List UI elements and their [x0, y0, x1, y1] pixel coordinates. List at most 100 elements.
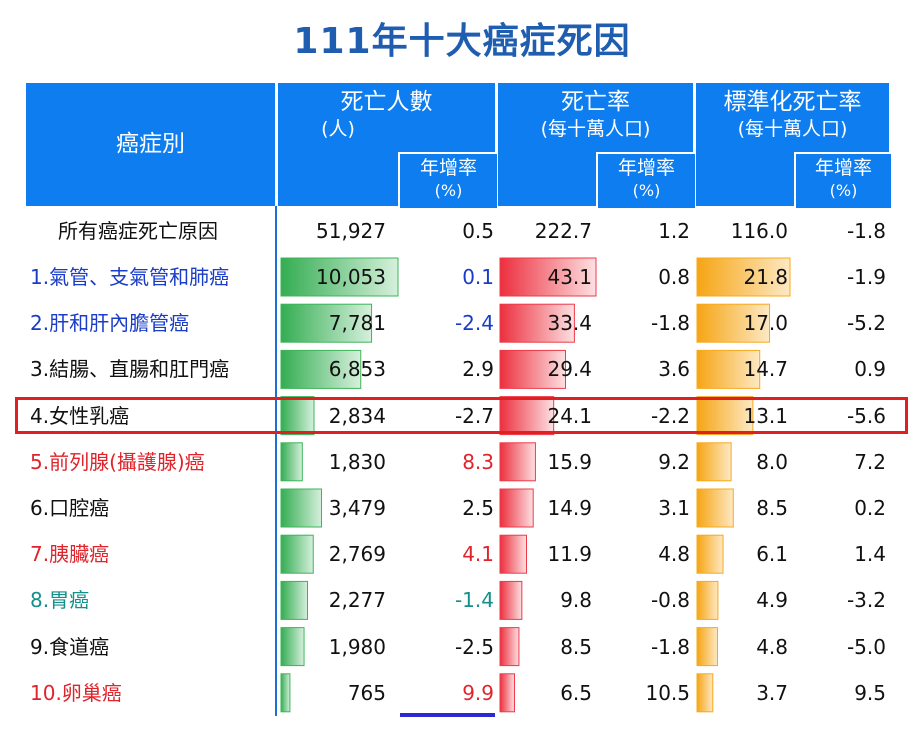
header-deaths-label: 死亡人數	[340, 89, 433, 115]
rate-bar	[499, 396, 555, 436]
row-rate-growth: -0.8	[650, 588, 690, 613]
deaths-bar	[280, 257, 399, 297]
deaths-bar	[280, 488, 322, 528]
deaths-bar	[280, 627, 305, 667]
header-std-rate-label: 標準化死亡率	[723, 89, 862, 115]
row-std-rate-growth: 9.5	[854, 680, 886, 705]
total-std-rate-growth: -1.8	[846, 219, 886, 243]
total-std-rate: 116.0	[730, 219, 788, 243]
deaths-bar	[280, 303, 373, 343]
row-std-rate-growth: -1.9	[846, 265, 886, 289]
row-rate-growth: 0.8	[658, 265, 690, 289]
rate-bar	[499, 488, 534, 528]
row-std-rate: 6.1	[756, 542, 788, 567]
header-rate-growth: 年增率 (%)	[596, 152, 695, 208]
row-deaths: 1,830	[328, 449, 386, 474]
row-name: 6.口腔癌	[30, 496, 110, 520]
row-rate-growth: -1.8	[650, 311, 690, 336]
header-std-rate-growth-label: 年增率	[814, 157, 872, 179]
rate-bar	[499, 534, 528, 574]
std-rate-bar	[696, 442, 732, 482]
row-rate-growth: 10.5	[645, 680, 690, 705]
header-deaths-growth: 年增率 (%)	[398, 152, 497, 208]
row-rate: 24.1	[547, 403, 592, 428]
total-deaths-growth: 0.5	[462, 219, 494, 243]
deaths-bar	[280, 442, 303, 482]
header-rate-growth-unit: (%)	[632, 181, 661, 200]
row-rate-growth: 4.8	[658, 542, 690, 567]
row-deaths-growth: -2.7	[454, 403, 494, 428]
row-deaths-growth: 9.9	[462, 680, 494, 705]
rate-bar	[499, 627, 520, 667]
row-deaths: 765	[347, 680, 386, 705]
std-rate-bar	[696, 257, 791, 297]
std-rate-bar	[696, 580, 719, 620]
std-rate-bar	[696, 627, 718, 667]
header-std-rate-unit: (每十萬人口)	[737, 118, 848, 140]
row-deaths: 10,053	[316, 265, 386, 289]
row-rate: 33.4	[547, 311, 592, 336]
row-std-rate-growth: 0.2	[854, 496, 886, 520]
row-deaths: 2,834	[328, 403, 386, 428]
row-deaths: 3,479	[328, 496, 386, 520]
row-rate: 43.1	[547, 265, 592, 289]
row-std-rate: 13.1	[743, 403, 788, 428]
row-deaths-growth: 2.9	[462, 357, 494, 382]
deaths-bar	[280, 673, 291, 713]
rate-bar	[499, 442, 536, 482]
header-category: 癌症別	[26, 83, 275, 206]
row-std-rate-growth: -3.2	[846, 588, 886, 613]
page-title: 111年十大癌症死因	[293, 21, 631, 62]
deaths-bar	[280, 580, 309, 620]
row-std-rate: 14.7	[743, 357, 788, 382]
row-name: 5.前列腺(攝護腺)癌	[30, 449, 205, 474]
row-name: 1.氣管、支氣管和肺癌	[30, 265, 230, 289]
row-std-rate: 8.0	[756, 449, 788, 474]
total-rate: 222.7	[534, 219, 592, 243]
row-std-rate-growth: 0.9	[854, 357, 886, 382]
row-deaths: 6,853	[328, 357, 386, 382]
rate-bar	[499, 673, 515, 713]
rate-bar	[499, 303, 575, 343]
std-rate-bar	[696, 488, 734, 528]
row-name: 3.結腸、直腸和肛門癌	[30, 357, 230, 382]
row-std-rate: 3.7	[756, 680, 788, 705]
row-rate: 15.9	[547, 449, 592, 474]
row-rate: 6.5	[560, 680, 592, 705]
row-deaths-growth: 4.1	[462, 542, 494, 567]
row-name: 2.肝和肝內膽管癌	[30, 311, 190, 336]
row-std-rate-growth: -5.0	[846, 634, 886, 659]
row-std-rate: 8.5	[756, 496, 788, 520]
std-rate-bar	[696, 303, 771, 343]
total-rate-growth: 1.2	[658, 219, 690, 243]
row-rate: 8.5	[560, 634, 592, 659]
table-divider	[275, 206, 277, 716]
row-deaths-growth: -1.4	[454, 588, 494, 613]
std-rate-bar	[696, 349, 761, 389]
header-deaths-growth-label: 年增率	[419, 157, 477, 179]
row-deaths-growth: -2.5	[454, 634, 494, 659]
rate-bar	[499, 257, 597, 297]
row-name: 7.胰臟癌	[30, 542, 110, 567]
row-name: 10.卵巢癌	[30, 680, 122, 705]
header-rate-unit: (每十萬人口)	[540, 118, 651, 140]
row-deaths-growth: 2.5	[462, 496, 494, 520]
header-std-rate-growth-unit: (%)	[829, 181, 858, 200]
row-std-rate-growth: -5.2	[846, 311, 886, 336]
row-deaths: 2,277	[328, 588, 386, 613]
row-std-rate-growth: 7.2	[854, 449, 886, 474]
row-rate: 14.9	[547, 496, 592, 520]
row-deaths-growth: 0.1	[462, 265, 494, 289]
header-std-rate-growth: 年增率 (%)	[794, 152, 891, 208]
highlight-box	[15, 397, 908, 434]
std-rate-bar	[696, 396, 754, 436]
total-deaths: 51,927	[316, 219, 386, 243]
row-std-rate: 4.8	[756, 634, 788, 659]
row-deaths-growth: -2.4	[454, 311, 494, 336]
header-deaths-unit: (人)	[321, 118, 355, 140]
row-rate-growth: 3.6	[658, 357, 690, 382]
row-std-rate-growth: -5.6	[846, 403, 886, 428]
std-rate-bar	[696, 534, 724, 574]
row-deaths: 2,769	[328, 542, 386, 567]
